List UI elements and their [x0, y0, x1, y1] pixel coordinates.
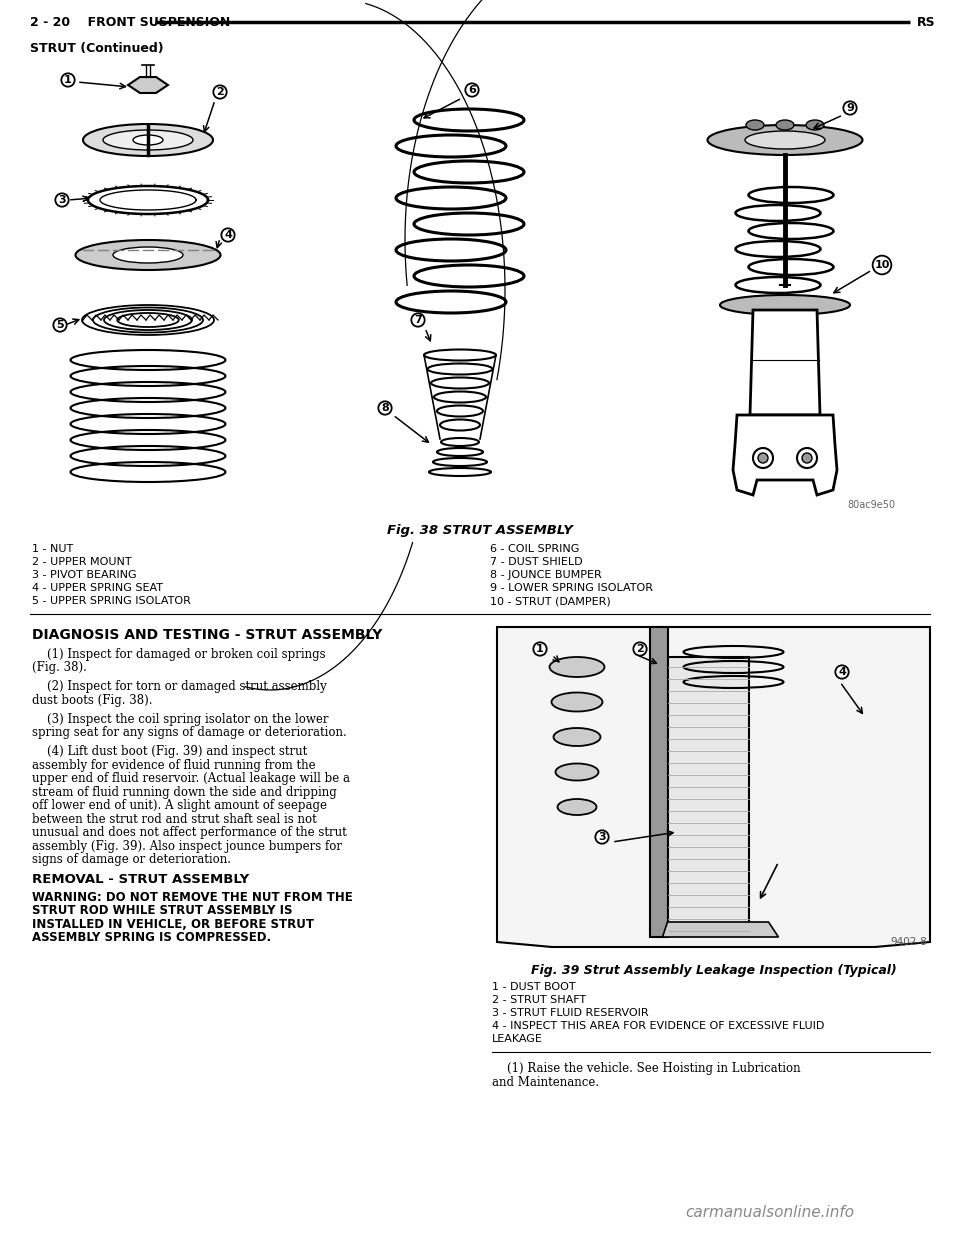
Ellipse shape	[549, 657, 605, 677]
Text: Fig. 39 Strut Assembly Leakage Inspection (Typical): Fig. 39 Strut Assembly Leakage Inspectio…	[531, 964, 897, 977]
Text: 7 - DUST SHIELD: 7 - DUST SHIELD	[490, 556, 583, 568]
Ellipse shape	[113, 247, 183, 263]
Text: 1: 1	[64, 75, 72, 84]
Text: 6 - COIL SPRING: 6 - COIL SPRING	[490, 544, 580, 554]
Text: 4 - UPPER SPRING SEAT: 4 - UPPER SPRING SEAT	[32, 582, 163, 592]
Polygon shape	[128, 77, 168, 93]
Text: (4) Lift dust boot (Fig. 39) and inspect strut: (4) Lift dust boot (Fig. 39) and inspect…	[32, 745, 307, 758]
Ellipse shape	[556, 764, 598, 780]
Text: unusual and does not affect performance of the strut: unusual and does not affect performance …	[32, 826, 347, 840]
Circle shape	[802, 453, 812, 463]
Ellipse shape	[551, 693, 603, 712]
Text: 2: 2	[216, 87, 224, 97]
Text: 2 - 20    FRONT SUSPENSION: 2 - 20 FRONT SUSPENSION	[30, 15, 230, 29]
Text: 2 - UPPER MOUNT: 2 - UPPER MOUNT	[32, 556, 132, 568]
Text: (Fig. 38).: (Fig. 38).	[32, 662, 86, 674]
Text: 3 - STRUT FLUID RESERVOIR: 3 - STRUT FLUID RESERVOIR	[492, 1009, 649, 1018]
Text: 6: 6	[468, 84, 476, 94]
Text: REMOVAL - STRUT ASSEMBLY: REMOVAL - STRUT ASSEMBLY	[32, 873, 250, 886]
Ellipse shape	[806, 120, 824, 130]
Ellipse shape	[746, 120, 764, 130]
Text: INSTALLED IN VEHICLE, OR BEFORE STRUT: INSTALLED IN VEHICLE, OR BEFORE STRUT	[32, 918, 314, 930]
Text: 4: 4	[224, 230, 232, 240]
Ellipse shape	[76, 240, 221, 270]
Circle shape	[797, 448, 817, 468]
Ellipse shape	[745, 130, 825, 149]
Text: and Maintenance.: and Maintenance.	[492, 1076, 599, 1089]
Polygon shape	[650, 627, 667, 936]
Polygon shape	[497, 627, 930, 946]
Text: Fig. 38 STRUT ASSEMBLY: Fig. 38 STRUT ASSEMBLY	[387, 524, 573, 537]
Text: 7: 7	[414, 315, 421, 325]
Ellipse shape	[554, 728, 601, 746]
Ellipse shape	[103, 130, 193, 150]
Text: 5 - UPPER SPRING ISOLATOR: 5 - UPPER SPRING ISOLATOR	[32, 596, 191, 606]
Polygon shape	[733, 415, 837, 496]
Ellipse shape	[720, 296, 850, 315]
Ellipse shape	[708, 125, 862, 155]
Text: assembly for evidence of fluid running from the: assembly for evidence of fluid running f…	[32, 759, 316, 771]
Text: 1: 1	[536, 645, 544, 655]
Ellipse shape	[133, 135, 163, 145]
Polygon shape	[662, 922, 779, 936]
Text: 3: 3	[59, 195, 66, 205]
Text: stream of fluid running down the side and dripping: stream of fluid running down the side an…	[32, 786, 337, 799]
Text: LEAKAGE: LEAKAGE	[492, 1035, 542, 1045]
Text: 4 - INSPECT THIS AREA FOR EVIDENCE OF EXCESSIVE FLUID: 4 - INSPECT THIS AREA FOR EVIDENCE OF EX…	[492, 1021, 825, 1031]
Text: assembly (Fig. 39). Also inspect jounce bumpers for: assembly (Fig. 39). Also inspect jounce …	[32, 840, 342, 853]
Ellipse shape	[776, 120, 794, 130]
Text: 9 - LOWER SPRING ISOLATOR: 9 - LOWER SPRING ISOLATOR	[490, 582, 653, 592]
Text: between the strut rod and strut shaft seal is not: between the strut rod and strut shaft se…	[32, 812, 317, 826]
Text: (3) Inspect the coil spring isolator on the lower: (3) Inspect the coil spring isolator on …	[32, 713, 328, 725]
Text: 2 - STRUT SHAFT: 2 - STRUT SHAFT	[492, 995, 587, 1005]
Text: carmanualsonline.info: carmanualsonline.info	[685, 1205, 854, 1220]
Circle shape	[758, 453, 768, 463]
Text: 3 - PIVOT BEARING: 3 - PIVOT BEARING	[32, 570, 136, 580]
Text: 9402-8: 9402-8	[890, 936, 927, 946]
Text: signs of damage or deterioration.: signs of damage or deterioration.	[32, 853, 231, 866]
Ellipse shape	[83, 124, 213, 156]
Text: DIAGNOSIS AND TESTING - STRUT ASSEMBLY: DIAGNOSIS AND TESTING - STRUT ASSEMBLY	[32, 628, 382, 642]
Text: 2: 2	[636, 645, 644, 655]
Text: 3: 3	[598, 832, 606, 842]
Text: 4: 4	[838, 667, 846, 677]
Text: ASSEMBLY SPRING IS COMPRESSED.: ASSEMBLY SPRING IS COMPRESSED.	[32, 932, 271, 944]
Text: (1) Inspect for damaged or broken coil springs: (1) Inspect for damaged or broken coil s…	[32, 648, 325, 661]
Text: 1 - NUT: 1 - NUT	[32, 544, 73, 554]
Text: off lower end of unit). A slight amount of seepage: off lower end of unit). A slight amount …	[32, 799, 327, 812]
Text: (2) Inspect for torn or damaged strut assembly: (2) Inspect for torn or damaged strut as…	[32, 681, 326, 693]
Text: 10: 10	[875, 260, 890, 270]
Text: (1) Raise the vehicle. See Hoisting in Lubrication: (1) Raise the vehicle. See Hoisting in L…	[492, 1062, 801, 1076]
Text: 10 - STRUT (DAMPER): 10 - STRUT (DAMPER)	[490, 596, 611, 606]
Text: dust boots (Fig. 38).: dust boots (Fig. 38).	[32, 694, 153, 707]
Text: spring seat for any signs of damage or deterioration.: spring seat for any signs of damage or d…	[32, 727, 347, 739]
Text: 9: 9	[846, 103, 854, 113]
Polygon shape	[750, 310, 820, 415]
Text: 8 - JOUNCE BUMPER: 8 - JOUNCE BUMPER	[490, 570, 602, 580]
Text: RS: RS	[917, 15, 935, 29]
Polygon shape	[667, 657, 749, 932]
Circle shape	[753, 448, 773, 468]
Text: upper end of fluid reservoir. (Actual leakage will be a: upper end of fluid reservoir. (Actual le…	[32, 773, 350, 785]
Text: STRUT (Continued): STRUT (Continued)	[30, 42, 163, 55]
Ellipse shape	[558, 799, 596, 815]
Text: 5: 5	[57, 320, 63, 330]
Text: STRUT ROD WHILE STRUT ASSEMBLY IS: STRUT ROD WHILE STRUT ASSEMBLY IS	[32, 904, 293, 917]
Text: 80ac9e50: 80ac9e50	[847, 501, 895, 510]
Text: WARNING: DO NOT REMOVE THE NUT FROM THE: WARNING: DO NOT REMOVE THE NUT FROM THE	[32, 891, 352, 904]
Text: 1 - DUST BOOT: 1 - DUST BOOT	[492, 982, 576, 992]
Text: 8: 8	[381, 402, 389, 414]
